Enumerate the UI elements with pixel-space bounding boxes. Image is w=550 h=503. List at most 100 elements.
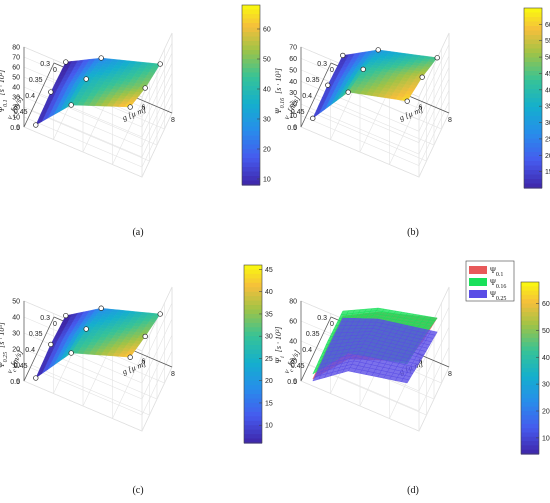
grid-line-y: [315, 65, 435, 146]
colorbar-segment: [521, 303, 539, 309]
colorbar-segment: [524, 44, 542, 50]
data-point: [127, 354, 133, 360]
colorbar-segment: [242, 27, 260, 33]
colorbar-segment: [244, 425, 262, 431]
colorbar-segment: [521, 312, 539, 317]
colorbar-segment: [244, 287, 262, 293]
data-point: [98, 305, 104, 311]
colorbar-segment: [242, 95, 260, 101]
colorbar-frame: [523, 7, 543, 189]
colorbar-segment: [521, 299, 539, 305]
colorbar-segment: [521, 372, 539, 378]
colorbar-segment: [524, 183, 542, 189]
colorbar-segment: [521, 428, 539, 434]
grid-line-y: [23, 351, 143, 432]
colorbar-segment: [524, 111, 542, 117]
colorbar-segment: [244, 367, 262, 373]
colorbar-tick-label: 50: [542, 328, 550, 335]
colorbar-segment: [242, 149, 260, 155]
z-tick-label: 40: [289, 339, 297, 346]
colorbar-segment: [244, 354, 262, 360]
x-tick-label: 0: [53, 67, 57, 74]
colorbar-segment: [244, 273, 262, 279]
colorbar-segment: [524, 107, 542, 113]
colorbar-segment: [521, 380, 539, 386]
z-tick-label: 10: [289, 113, 297, 120]
colorbar-segment: [242, 126, 260, 132]
x-tick-label: 8: [448, 371, 452, 378]
y-tick-label: 0.4: [302, 93, 312, 100]
colorbar-segment: [242, 104, 260, 110]
colorbar-segment: [524, 116, 542, 122]
data-point: [325, 82, 331, 88]
grid-line-y: [308, 335, 427, 416]
legend-label: Ψ0.16: [490, 278, 506, 290]
y-tick-label: 0.35: [306, 331, 320, 338]
x-tick-label: 6: [142, 105, 146, 112]
colorbar-segment: [242, 32, 260, 38]
colorbar-tick-label: 60: [263, 27, 271, 34]
z-tick-label: 50: [12, 299, 20, 306]
colorbar-segment: [521, 359, 539, 365]
colorbar-segment: [242, 140, 260, 146]
colorbar-segment: [521, 363, 539, 369]
data-point: [68, 350, 74, 356]
colorbar-segment: [524, 84, 542, 90]
data-point: [98, 55, 104, 61]
colorbar-segment: [242, 167, 260, 173]
panel-a: 01020304050607080024680.30.350.40.450.5Ψ…: [0, 4, 271, 238]
z-tick-label: 0: [16, 379, 20, 386]
colorbar-segment: [242, 36, 260, 42]
x-tick-label: 0: [330, 67, 334, 74]
colorbar-segment: [244, 296, 262, 302]
colorbar-segment: [242, 77, 260, 83]
colorbar-segment: [524, 75, 542, 81]
colorbar-tick-label: 35: [545, 104, 550, 111]
colorbar-segment: [242, 171, 260, 177]
colorbar-segment: [242, 144, 260, 150]
grid-line-y: [31, 335, 150, 416]
colorbar-segment: [524, 35, 542, 41]
colorbar-segment: [524, 26, 542, 32]
z-tick-label: 20: [289, 102, 297, 109]
colorbar-segment: [524, 53, 542, 59]
colorbar-segment: [521, 415, 539, 421]
colorbar-segment: [524, 39, 542, 45]
z-tick-label: 50: [289, 67, 297, 74]
colorbar-segment: [524, 120, 542, 126]
legend-swatch: [469, 278, 487, 286]
data-point: [142, 333, 148, 340]
x-tick-label: 8: [171, 371, 175, 378]
colorbar-segment: [242, 176, 260, 182]
y-tick-label: 0.45: [291, 363, 305, 370]
colorbar-segment: [521, 406, 539, 412]
colorbar-segment: [521, 411, 539, 416]
colorbar-segment: [524, 89, 542, 95]
z-tick-label: 30: [289, 90, 297, 97]
colorbar-segment: [524, 12, 542, 18]
colorbar-segment: [244, 380, 262, 386]
surface: [310, 47, 440, 121]
colorbar-segment: [244, 358, 262, 364]
legend-label: Ψ0.1: [490, 266, 503, 278]
colorbar-segment: [244, 309, 262, 315]
colorbar-segment: [242, 90, 260, 96]
colorbar-segment: [521, 316, 539, 322]
colorbar-segment: [242, 99, 260, 105]
data-point: [63, 312, 69, 319]
colorbar-segment: [524, 93, 542, 99]
grid-line-y: [31, 81, 150, 162]
colorbar-segment: [244, 291, 262, 297]
colorbar-segment: [524, 170, 542, 176]
colorbar-segment: [521, 398, 539, 403]
surface-patch: [312, 374, 321, 382]
colorbar-segment: [242, 63, 260, 69]
grid-line-y: [300, 97, 420, 178]
data-point: [127, 104, 133, 110]
colorbar-frame: [520, 281, 540, 455]
colorbar-segment: [244, 438, 262, 444]
colorbar-segment: [524, 129, 542, 135]
data-point: [157, 61, 163, 67]
colorbar-tick-label: 55: [545, 38, 550, 45]
data-point: [48, 341, 54, 348]
